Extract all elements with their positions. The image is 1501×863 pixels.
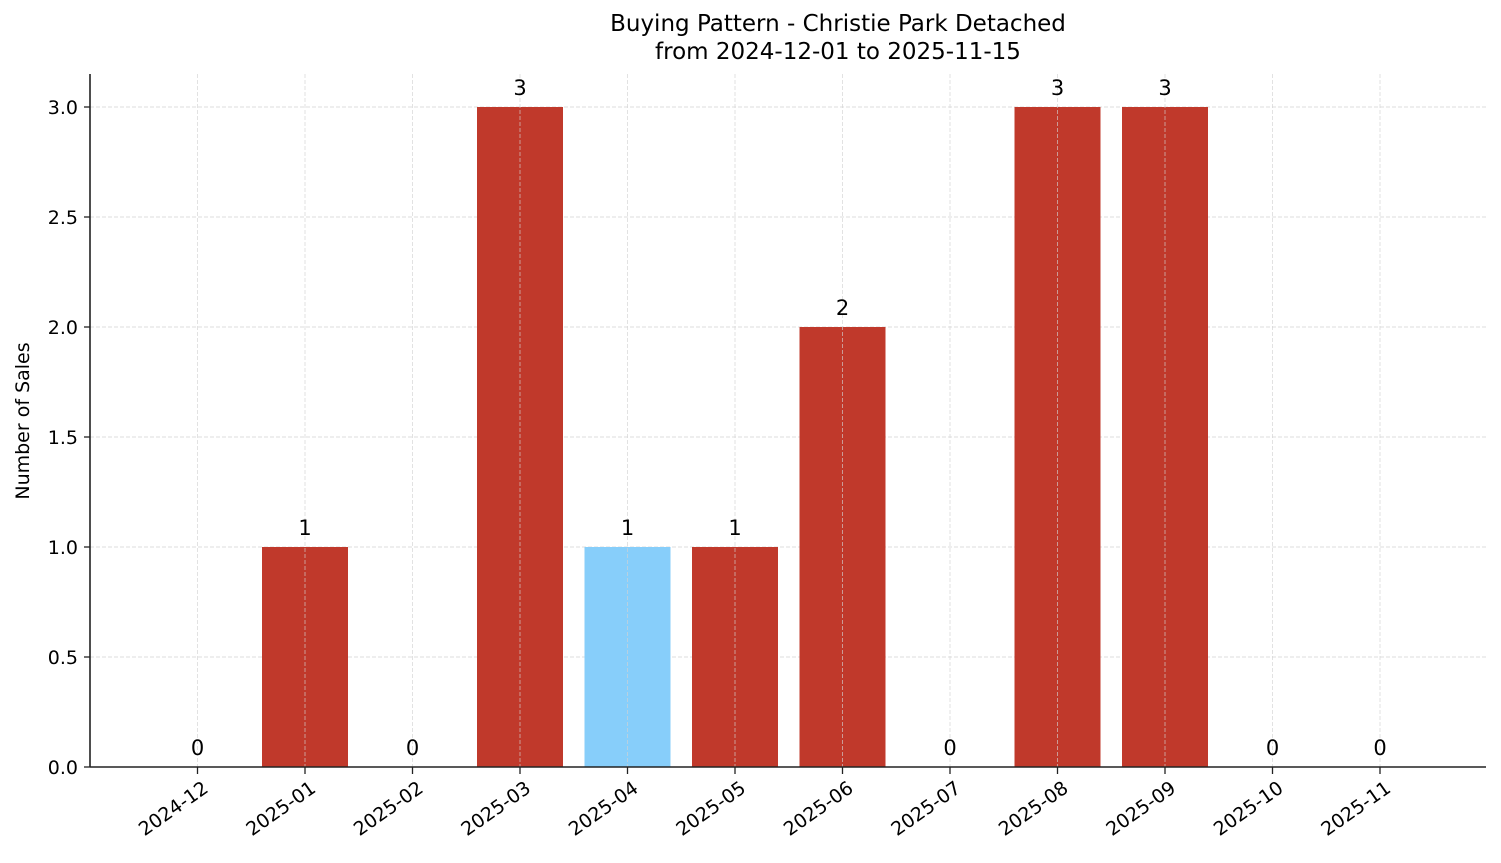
x-tick-label: 2025-04 (565, 777, 643, 841)
y-axis-ticks: 0.0 0.5 1.0 1.5 2.0 2.5 3.0 (48, 97, 90, 779)
bar-value-label: 1 (728, 516, 741, 540)
bar-value-label: 0 (191, 736, 204, 760)
bar-value-label: 0 (406, 736, 419, 760)
y-tick-label: 3.0 (48, 97, 78, 119)
y-tick-label: 2.0 (48, 317, 78, 339)
x-tick-label: 2025-05 (672, 777, 750, 841)
bar-value-label: 3 (1051, 76, 1064, 100)
x-tick-label: 2025-01 (242, 777, 320, 841)
bar-value-label: 1 (621, 516, 634, 540)
chart-subtitle: from 2024-12-01 to 2025-11-15 (655, 39, 1021, 65)
x-tick-label: 2025-09 (1102, 777, 1180, 841)
vertical-gridlines (197, 74, 1381, 767)
y-tick-label: 1.5 (48, 427, 78, 449)
y-tick-label: 0.5 (48, 647, 78, 669)
gridlines (90, 106, 1486, 658)
x-tick-label: 2025-02 (350, 777, 428, 841)
bar-value-label: 3 (1158, 76, 1171, 100)
x-tick-label: 2025-10 (1210, 777, 1288, 841)
axes (89, 74, 1486, 768)
y-tick-label: 2.5 (48, 207, 78, 229)
y-tick-label: 0.0 (48, 757, 78, 779)
bar-value-labels: 0 1 0 3 1 1 2 0 3 3 0 0 (191, 76, 1387, 760)
x-tick-label: 2025-11 (1317, 777, 1395, 841)
bar-value-label: 0 (1266, 736, 1279, 760)
x-tick-label: 2024-12 (135, 777, 213, 841)
bar-value-label: 1 (298, 516, 311, 540)
x-tick-label: 2025-06 (780, 777, 858, 841)
bar-value-label: 0 (943, 736, 956, 760)
chart-title-main: Buying Pattern - Christie Park Detached (610, 11, 1066, 37)
chart-title: Buying Pattern - Christie Park Detached … (438, 10, 1238, 66)
bar-value-label: 3 (513, 76, 526, 100)
bar-value-label: 2 (836, 296, 849, 320)
x-tick-label: 2025-08 (995, 777, 1073, 841)
y-tick-label: 1.0 (48, 537, 78, 559)
bar-value-label: 0 (1373, 736, 1386, 760)
x-tick-label: 2025-07 (887, 777, 965, 841)
x-axis-ticks: 2024-12 2025-01 2025-02 2025-03 2025-04 2025-… (135, 767, 1395, 841)
x-tick-label: 2025-03 (457, 777, 535, 841)
